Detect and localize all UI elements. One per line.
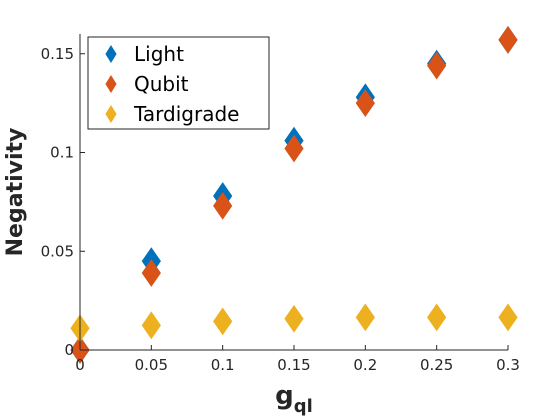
y-tick-label-2: 0.1 <box>50 144 74 162</box>
marker-tardigrade-2 <box>213 307 233 336</box>
x-tick-label-2: 0.1 <box>211 356 235 374</box>
x-axis-label-subscript: ql <box>294 396 313 417</box>
legend-label-qubit: Qubit <box>134 72 189 96</box>
legend: Light Qubit Tardigrade <box>87 36 270 130</box>
y-axis-label: Negativity <box>3 128 28 257</box>
marker-tardigrade-3 <box>284 304 304 333</box>
legend-marker-tardigrade <box>105 105 117 123</box>
y-tick-label-3: 0.15 <box>41 45 74 63</box>
x-tick-label-1: 0.05 <box>135 356 168 374</box>
marker-qubit-1 <box>141 259 161 287</box>
legend-marker-light <box>105 45 117 63</box>
data-markers <box>70 26 518 364</box>
legend-box <box>87 36 270 130</box>
x-axis-label: gql <box>275 381 313 417</box>
y-tick-label-1: 0.05 <box>41 242 74 260</box>
marker-qubit-3 <box>284 134 304 163</box>
legend-label-light: Light <box>134 42 184 66</box>
x-tick-label-0: 0 <box>75 356 85 374</box>
marker-tardigrade-6 <box>498 303 518 332</box>
x-tick-label-5: 0.25 <box>420 356 453 374</box>
legend-label-tardigrade: Tardigrade <box>133 102 239 126</box>
marker-qubit-2 <box>213 191 233 220</box>
x-tick-label-3: 0.15 <box>277 356 310 374</box>
marker-qubit-4 <box>355 89 375 118</box>
x-tick-label-6: 0.3 <box>496 356 520 374</box>
marker-tardigrade-4 <box>355 303 375 332</box>
x-axis-label-main: g <box>275 381 294 411</box>
marker-qubit-5 <box>427 51 447 80</box>
marker-tardigrade-1 <box>141 311 161 340</box>
legend-marker-qubit <box>105 75 117 93</box>
y-tick-label-0: 0 <box>64 341 74 359</box>
x-tick-label-4: 0.2 <box>353 356 377 374</box>
marker-tardigrade-5 <box>427 303 447 332</box>
marker-qubit-6 <box>498 26 518 54</box>
axis-ticks: 0 0.05 0.1 0.15 0.2 0.25 0.3 0 0.05 0.1 0.15 <box>41 45 520 374</box>
